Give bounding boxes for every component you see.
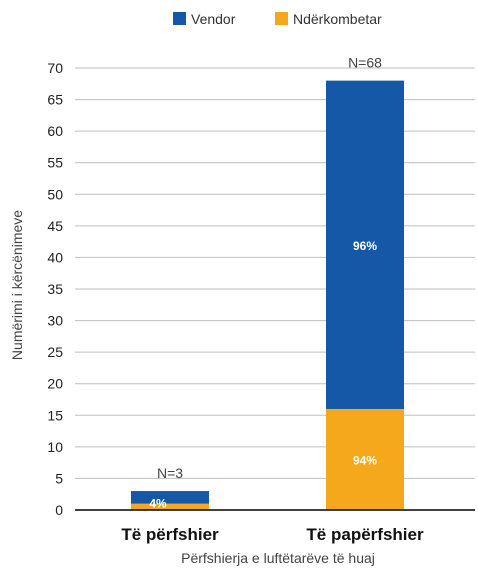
x-axis-title: Përfshierja e luftëtarëve të huaj <box>181 550 375 566</box>
y-axis-ticks: 0 5 10 15 20 25 30 35 40 45 50 55 60 65 70 <box>47 60 63 518</box>
x-axis: Të përfshier Të papërfshier <box>75 509 475 544</box>
y-tick-label-5: 5 <box>55 470 63 486</box>
data-label-1-1: 96% <box>353 239 377 253</box>
bar-0-vendor <box>131 491 209 504</box>
legend: Vendor Ndërkombetar <box>173 11 382 27</box>
y-tick-label-70: 70 <box>47 60 63 76</box>
y-tick-label-35: 35 <box>47 281 63 297</box>
bars: 6% 4% N=3 94% 96% N=68 <box>131 55 404 521</box>
y-tick-label-55: 55 <box>47 155 63 171</box>
y-tick-label-40: 40 <box>47 249 63 265</box>
y-tick-label-20: 20 <box>47 376 63 392</box>
data-label-0-0: 6% <box>171 507 189 521</box>
total-label-1: N=68 <box>348 55 382 71</box>
y-tick-label-45: 45 <box>47 218 63 234</box>
legend-label-0: Ndërkombetar <box>293 11 382 27</box>
data-label-1-0: 94% <box>353 453 377 467</box>
bar-1-ndrkombetar <box>326 408 404 510</box>
bar-1-vendor <box>326 80 404 409</box>
y-tick-label-60: 60 <box>47 123 63 139</box>
legend-label-1: Vendor <box>191 11 236 27</box>
y-tick-label-15: 15 <box>47 407 63 423</box>
y-tick-label-0: 0 <box>55 502 63 518</box>
y-tick-label-25: 25 <box>47 344 63 360</box>
y-axis-title: Numërimi i kërcënimeve <box>9 210 25 360</box>
y-tick-label-50: 50 <box>47 186 63 202</box>
x-category-label-1: Të papërfshier <box>306 525 424 544</box>
bar-0-ndrkombetar <box>131 503 209 510</box>
y-tick-label-30: 30 <box>47 313 63 329</box>
total-label-0: N=3 <box>157 465 183 481</box>
gridlines <box>75 67 475 479</box>
legend-swatch-1 <box>173 12 186 25</box>
data-label-0-1: 4% <box>149 497 167 511</box>
x-category-label-0: Të përfshier <box>121 525 219 544</box>
legend-swatch-0 <box>275 12 288 25</box>
y-tick-label-10: 10 <box>47 439 63 455</box>
y-tick-label-65: 65 <box>47 92 63 108</box>
